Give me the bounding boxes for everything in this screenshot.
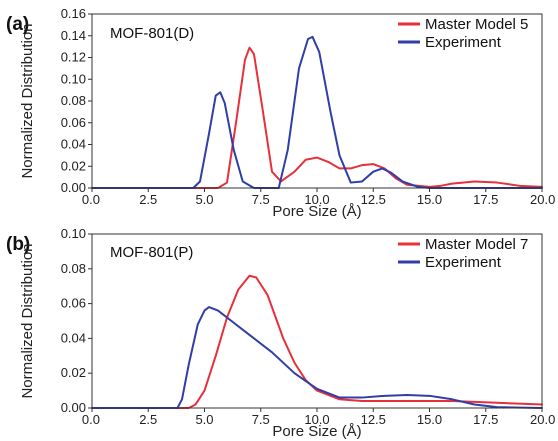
legend-entry-0: Master Model 5 [425,16,528,33]
y-tick-label: 0.14 [61,28,86,43]
y-tick-label: 0.02 [61,365,86,380]
y-tick-label: 0.16 [61,6,86,21]
x-tick-label: 10.0 [304,412,329,427]
panel-a: (a) MOF-801(D) Normalized Distribution P… [6,6,555,220]
y-tick-label: 0.04 [61,330,86,345]
y-tick-label: 0.08 [61,261,86,276]
series-line-1 [91,35,543,189]
y-axis-label: Normalized Distribution [19,243,36,398]
series-line-0 [91,46,543,189]
x-tick-label: 0.0 [82,192,100,207]
y-tick-label: 0.08 [61,93,86,108]
x-tick-label: 2.5 [139,192,157,207]
legend-entry-0: Master Model 7 [425,236,528,253]
y-tick-label: 0.00 [61,400,86,415]
panel-b: (b) MOF-801(P) Normalized Distribution P… [6,226,555,440]
sample-label: MOF-801(P) [110,244,193,261]
y-tick-label: 0.00 [61,180,86,195]
series-line-1 [91,306,543,409]
y-tick-label: 0.10 [61,226,86,241]
x-tick-label: 7.5 [252,412,270,427]
x-tick-label: 17.5 [473,192,498,207]
x-tick-label: 12.5 [361,192,386,207]
legend-entry-1: Experiment [425,254,502,271]
y-tick-label: 0.10 [61,71,86,86]
y-tick-label: 0.06 [61,296,86,311]
legend: Master Model 5 Experiment [398,16,528,51]
y-axis-label: Normalized Distribution [19,23,36,178]
y-tick-label: 0.02 [61,158,86,173]
x-tick-label: 2.5 [139,412,157,427]
x-tick-label: 20.0 [530,192,555,207]
y-tick-label: 0.06 [61,115,86,130]
legend: Master Model 7 Experiment [398,236,528,271]
panel-label: (b) [6,234,30,255]
x-tick-label: 15.0 [417,412,442,427]
x-tick-label: 20.0 [530,412,555,427]
legend-entry-1: Experiment [425,34,502,51]
x-tick-label: 12.5 [361,412,386,427]
x-tick-label: 10.0 [304,192,329,207]
x-tick-label: 5.0 [195,192,213,207]
y-tick-label: 0.04 [61,137,86,152]
y-tick-label: 0.12 [61,50,86,65]
x-tick-label: 0.0 [82,412,100,427]
sample-label: MOF-801(D) [110,25,194,42]
x-tick-label: 15.0 [417,192,442,207]
x-tick-label: 5.0 [195,412,213,427]
panel-label: (a) [6,14,29,35]
x-tick-label: 17.5 [473,412,498,427]
x-axis-label: Pore Size (Å) [272,203,361,220]
x-tick-label: 7.5 [252,192,270,207]
series-line-0 [91,274,543,409]
x-axis-label: Pore Size (Å) [272,423,361,440]
